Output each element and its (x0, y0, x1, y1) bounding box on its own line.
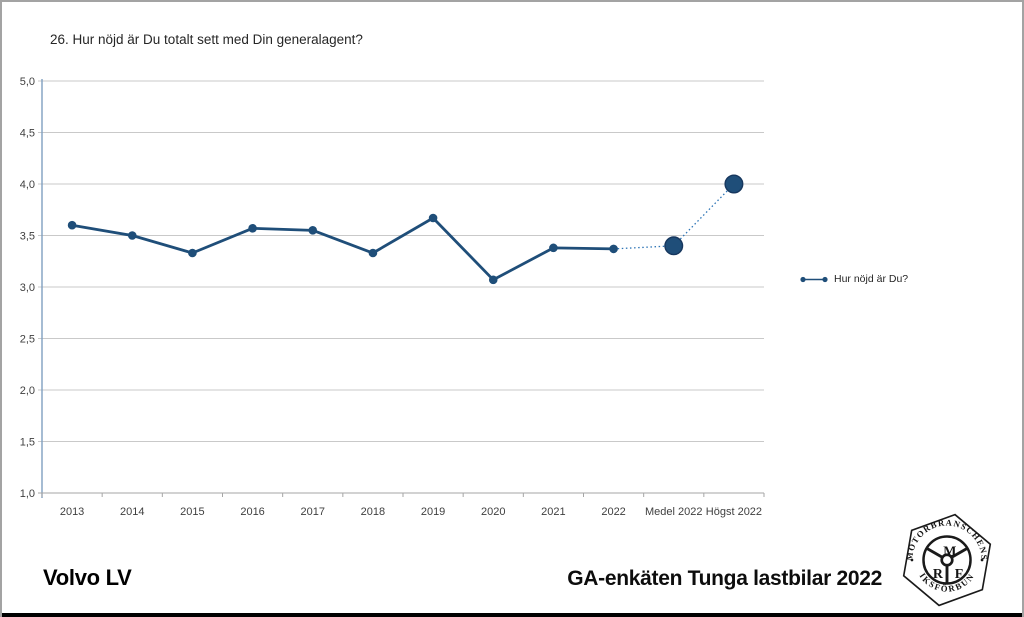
brand-label: Volvo LV (43, 565, 132, 590)
y-tick-label: 3,5 (20, 231, 35, 243)
y-tick-label: 3,0 (20, 282, 35, 294)
data-point (428, 213, 438, 223)
survey-title-label: GA-enkäten Tunga lastbilar 2022 (567, 567, 882, 590)
logo-letter-f: F (955, 567, 964, 582)
slide-bottom-bar (2, 613, 1022, 617)
y-tick-label: 1,0 (20, 488, 35, 500)
chart-legend: Hur nöjd är Du? (798, 273, 908, 285)
x-tick-label: 2021 (541, 506, 565, 518)
highlight-data-point (724, 174, 744, 194)
logo-spoke-upright (951, 547, 968, 559)
x-tick-label: 2018 (361, 506, 385, 518)
x-tick-label: 2022 (601, 506, 625, 518)
logo-left-dot (910, 558, 914, 562)
y-tick-label: 4,0 (20, 179, 35, 191)
y-tick-label: 2,5 (20, 334, 35, 346)
x-tick-label: 2020 (481, 506, 505, 518)
data-point (549, 243, 558, 253)
data-point (368, 248, 378, 258)
logo-wheel-rim (922, 535, 972, 585)
y-tick-label: 1,5 (20, 437, 35, 449)
x-tick-label: 2015 (180, 506, 204, 518)
x-tick-label: 2014 (120, 506, 144, 518)
logo-hub (940, 553, 954, 567)
logo-right-dot (980, 558, 984, 562)
y-tick-label: 4,5 (20, 128, 35, 140)
series-line (70, 216, 615, 282)
x-tick-label: 2016 (240, 506, 264, 518)
legend-label: Hur nöjd är Du? (834, 273, 909, 285)
mrf-logo-icon: MOTORBRANSCHENS RIKSFÖRBUND M R F (899, 512, 992, 607)
logo-letter-r: R (933, 567, 944, 582)
data-point (67, 220, 77, 230)
x-tick-label: 2017 (301, 506, 325, 518)
y-tick-label: 5,0 (20, 76, 35, 88)
x-tick-label: Högst 2022 (706, 506, 762, 518)
data-point (188, 248, 197, 258)
logo-letter-m: M (943, 545, 956, 560)
data-point (308, 226, 318, 235)
x-tick-label: 2013 (60, 506, 84, 518)
data-point (488, 275, 498, 285)
highlight-data-point (664, 236, 684, 256)
legend-line-marker-icon (800, 276, 828, 282)
y-tick-label: 2,0 (20, 385, 35, 397)
data-point (248, 223, 257, 233)
data-point (609, 244, 618, 254)
chart-title: 26. Hur nöjd är Du totalt sett med Din g… (50, 32, 363, 47)
x-tick-label: Medel 2022 (645, 506, 703, 518)
x-tick-label: 2019 (421, 506, 445, 518)
logo-spoke-upleft (926, 547, 943, 559)
data-point (127, 231, 137, 240)
